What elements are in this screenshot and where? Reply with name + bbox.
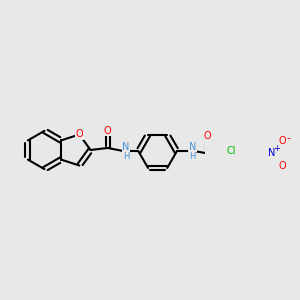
Text: O: O — [278, 136, 286, 146]
Text: +: + — [273, 144, 280, 153]
Text: H: H — [123, 152, 129, 161]
Text: O: O — [76, 130, 83, 140]
Text: Cl: Cl — [226, 146, 236, 155]
Text: O: O — [104, 126, 112, 136]
Text: N: N — [189, 142, 196, 152]
Text: O: O — [204, 131, 212, 141]
Text: -: - — [286, 134, 290, 143]
Text: O: O — [278, 161, 286, 171]
Text: H: H — [189, 152, 196, 161]
Text: N: N — [122, 142, 130, 152]
Text: N: N — [268, 148, 276, 158]
